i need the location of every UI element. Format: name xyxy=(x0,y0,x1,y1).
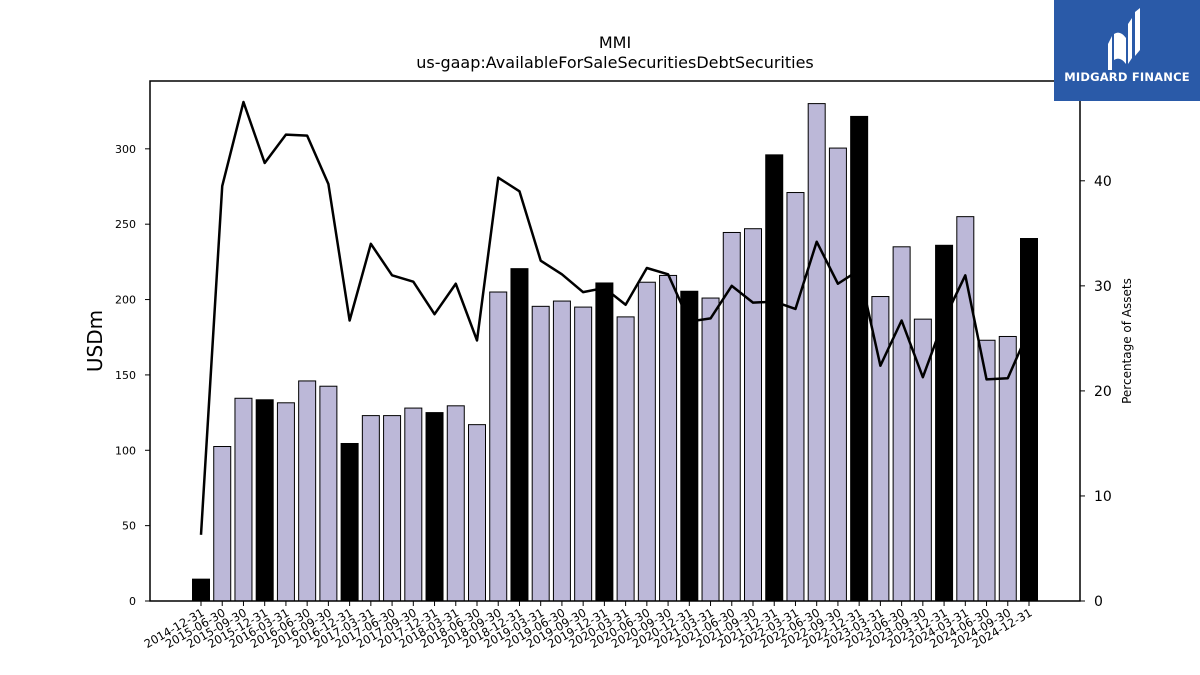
y-tick-label: 0 xyxy=(129,595,136,608)
y2-tick-label: 30 xyxy=(1094,279,1112,295)
bar-2018-09-30 xyxy=(489,291,508,602)
bar-2015-09-30 xyxy=(234,397,253,602)
bar-2017-06-30 xyxy=(383,415,402,602)
bar-2017-12-31 xyxy=(425,412,444,602)
bar-2015-06-30 xyxy=(213,446,232,602)
bar-2017-09-30 xyxy=(404,407,423,602)
bar-2022-06-30 xyxy=(807,103,826,602)
bar-2020-09-30 xyxy=(659,274,678,602)
bar-2019-12-31 xyxy=(595,282,614,602)
plot-frame xyxy=(149,80,1081,602)
bar-series xyxy=(192,103,1038,602)
bar-2018-12-31 xyxy=(510,268,529,602)
bar-2019-06-30 xyxy=(552,300,571,602)
bar-2018-06-30 xyxy=(468,424,486,602)
chart-title: MMI xyxy=(599,33,631,52)
bar-2022-09-30 xyxy=(828,147,847,602)
bar-2016-12-31 xyxy=(340,442,359,602)
bar-2019-03-31 xyxy=(531,305,550,602)
bar-2016-03-31 xyxy=(276,402,295,602)
bar-2021-12-31 xyxy=(765,154,784,602)
y2-tick-label: 0 xyxy=(1094,594,1103,610)
logo-text: MIDGARD FINANCE xyxy=(1064,70,1190,84)
bar-2018-03-31 xyxy=(446,405,465,602)
bar-2020-06-30 xyxy=(637,281,656,602)
y2-axis-label: Percentage of Assets xyxy=(1120,278,1134,404)
bar-2016-09-30 xyxy=(319,385,338,602)
bar-2023-06-30 xyxy=(892,246,911,602)
y-axis-label: USDm xyxy=(83,310,107,372)
y2-axis: 0 10 20 30 40 xyxy=(1080,174,1112,610)
y-tick-label: 200 xyxy=(115,294,136,307)
logo-mark-icon xyxy=(1108,8,1140,70)
y2-tick-label: 40 xyxy=(1094,174,1112,190)
bar-2020-12-31 xyxy=(680,290,699,602)
bar-2015-12-31 xyxy=(255,399,274,602)
y-tick-label: 250 xyxy=(115,218,136,231)
bar-2020-03-31 xyxy=(616,316,635,602)
percentage-line xyxy=(199,100,1031,535)
bar-2021-09-30 xyxy=(744,228,762,602)
y-axis: 0 50 100 150 200 250 300 xyxy=(115,143,150,608)
bar-2016-06-30 xyxy=(298,380,317,602)
bar-2024-12-31 xyxy=(1020,238,1038,602)
y-tick-label: 150 xyxy=(115,369,136,382)
brand-logo: MIDGARD FINANCE xyxy=(1054,0,1200,101)
bar-2022-12-31 xyxy=(850,115,869,602)
y2-tick-label: 20 xyxy=(1094,384,1112,400)
bar-2021-03-31 xyxy=(701,297,720,602)
chart-subtitle: us-gaap:AvailableForSaleSecuritiesDebtSe… xyxy=(416,53,814,72)
y-tick-label: 300 xyxy=(115,143,136,156)
y2-tick-label: 10 xyxy=(1094,489,1112,505)
bar-2022-03-31 xyxy=(786,192,805,602)
bar-2014-12-31 xyxy=(192,578,210,602)
bar-2017-03-31 xyxy=(361,415,380,602)
y-tick-label: 50 xyxy=(122,520,136,533)
bar-2019-09-30 xyxy=(574,306,593,602)
x-axis: 2014-12-312015-06-302015-09-302015-12-31… xyxy=(142,601,1035,651)
percentage-line-series xyxy=(199,100,1031,535)
bar-2023-12-31 xyxy=(935,244,954,602)
y-tick-label: 100 xyxy=(115,444,136,457)
